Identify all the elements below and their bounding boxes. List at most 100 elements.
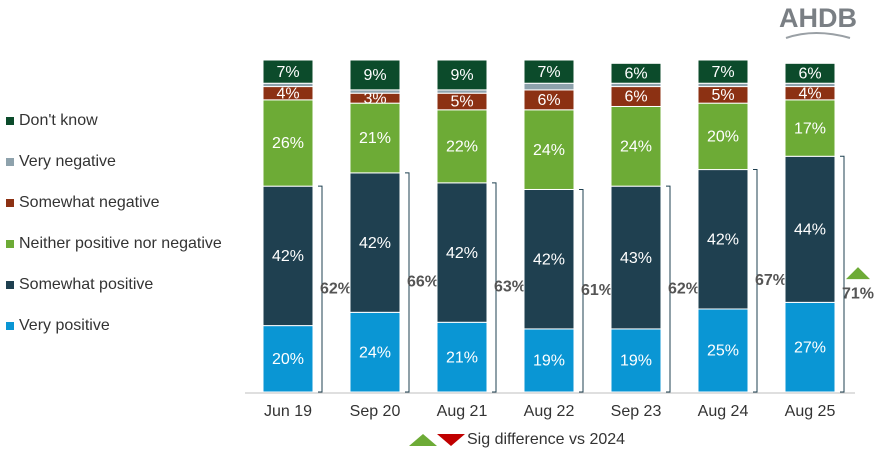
bar-segment (262, 185, 314, 327)
bar-segment (349, 102, 401, 174)
bar-segment (262, 59, 314, 84)
bar-segment (610, 105, 662, 187)
total-bracket (318, 185, 323, 393)
total-bracket (405, 172, 410, 393)
total-label: 62% (668, 280, 700, 297)
x-tick-label: Aug 25 (785, 403, 836, 420)
data-label: 17% (794, 120, 826, 137)
data-label: 5% (450, 94, 473, 111)
data-label: 20% (272, 351, 304, 368)
x-tick-label: Aug 24 (698, 403, 749, 420)
legend-swatch (6, 281, 14, 289)
logo-swoosh (785, 32, 851, 39)
bar-segment (784, 99, 836, 157)
total-bracket (840, 155, 845, 393)
data-label: 25% (707, 343, 739, 360)
data-label: 42% (707, 231, 739, 248)
data-label: 7% (537, 64, 560, 81)
data-label: 7% (276, 64, 299, 81)
data-label: 42% (446, 245, 478, 262)
data-label: 3% (363, 90, 386, 107)
data-label: 43% (620, 250, 652, 267)
data-label: 22% (446, 139, 478, 156)
data-label: 27% (794, 339, 826, 356)
legend-label: Neither positive nor negative (19, 235, 222, 252)
bar-segment (436, 182, 488, 323)
total-bracket (753, 169, 758, 393)
legend-swatch (6, 322, 14, 330)
legend-swatch (6, 199, 14, 207)
bar-segment (697, 169, 749, 310)
bar-segment (262, 325, 314, 393)
bar-segment (523, 188, 575, 330)
data-label: 24% (533, 142, 565, 159)
x-tick-label: Sep 20 (350, 403, 401, 420)
data-label: 21% (446, 349, 478, 366)
legend-label: Very negative (19, 153, 116, 170)
data-label: 6% (624, 89, 647, 106)
bar-segment (784, 62, 836, 84)
data-label: 24% (359, 344, 391, 361)
data-label: 6% (537, 92, 560, 109)
total-label: 61% (581, 282, 613, 299)
bar-segment (349, 59, 401, 91)
data-label: 42% (359, 235, 391, 252)
total-label: 66% (407, 274, 439, 291)
bar-segment (610, 62, 662, 84)
total-label: 62% (320, 280, 352, 297)
data-label: 9% (363, 67, 386, 84)
total-bracket (579, 188, 584, 393)
data-label: 44% (794, 222, 826, 239)
total-bracket (666, 185, 671, 393)
data-label: 9% (450, 67, 473, 84)
data-label: 6% (624, 65, 647, 82)
sig-legend-up (409, 434, 437, 446)
data-label: 4% (276, 85, 299, 102)
legend-label: Don't know (19, 112, 98, 129)
legend-swatch (6, 240, 14, 248)
data-label: 6% (798, 65, 821, 82)
x-tick-label: Aug 21 (437, 403, 488, 420)
data-label: 21% (359, 130, 391, 147)
bar-segment (610, 328, 662, 393)
data-label: 42% (272, 248, 304, 265)
data-label: 7% (711, 64, 734, 81)
data-label: 42% (533, 251, 565, 268)
bar-segment (697, 308, 749, 393)
legend-swatch (6, 158, 14, 166)
bar-segment (784, 155, 836, 303)
total-bracket (492, 182, 497, 393)
total-label: 67% (755, 272, 787, 289)
sig-legend-down (437, 434, 465, 446)
sig-up-marker (846, 267, 870, 280)
bar-segment (523, 82, 575, 91)
data-label: 5% (711, 87, 734, 104)
bar-segment (784, 301, 836, 393)
bar-segment (610, 185, 662, 330)
bar-segment (697, 59, 749, 84)
total-label: 63% (494, 279, 526, 296)
bar-segment (523, 109, 575, 190)
data-label: 4% (798, 85, 821, 102)
legend-swatch (6, 117, 14, 125)
x-tick-label: Aug 22 (524, 403, 575, 420)
logo: AHDB (779, 3, 857, 33)
bar-segment (349, 172, 401, 313)
data-label: 19% (533, 353, 565, 370)
data-label: 20% (707, 129, 739, 146)
total-label: 71% (842, 285, 874, 302)
bar-segment (436, 321, 488, 393)
bar-segment (436, 59, 488, 91)
bar-segment (523, 328, 575, 393)
bar-segment (349, 311, 401, 393)
x-tick-label: Jun 19 (264, 403, 312, 420)
sig-legend-label: Sig difference vs 2024 (467, 431, 625, 448)
legend-label: Somewhat positive (19, 276, 153, 293)
data-label: 24% (620, 139, 652, 156)
x-tick-label: Sep 23 (611, 403, 662, 420)
legend-label: Very positive (19, 317, 110, 334)
bar-segment (523, 59, 575, 84)
data-label: 26% (272, 135, 304, 152)
bar-segment (436, 109, 488, 184)
